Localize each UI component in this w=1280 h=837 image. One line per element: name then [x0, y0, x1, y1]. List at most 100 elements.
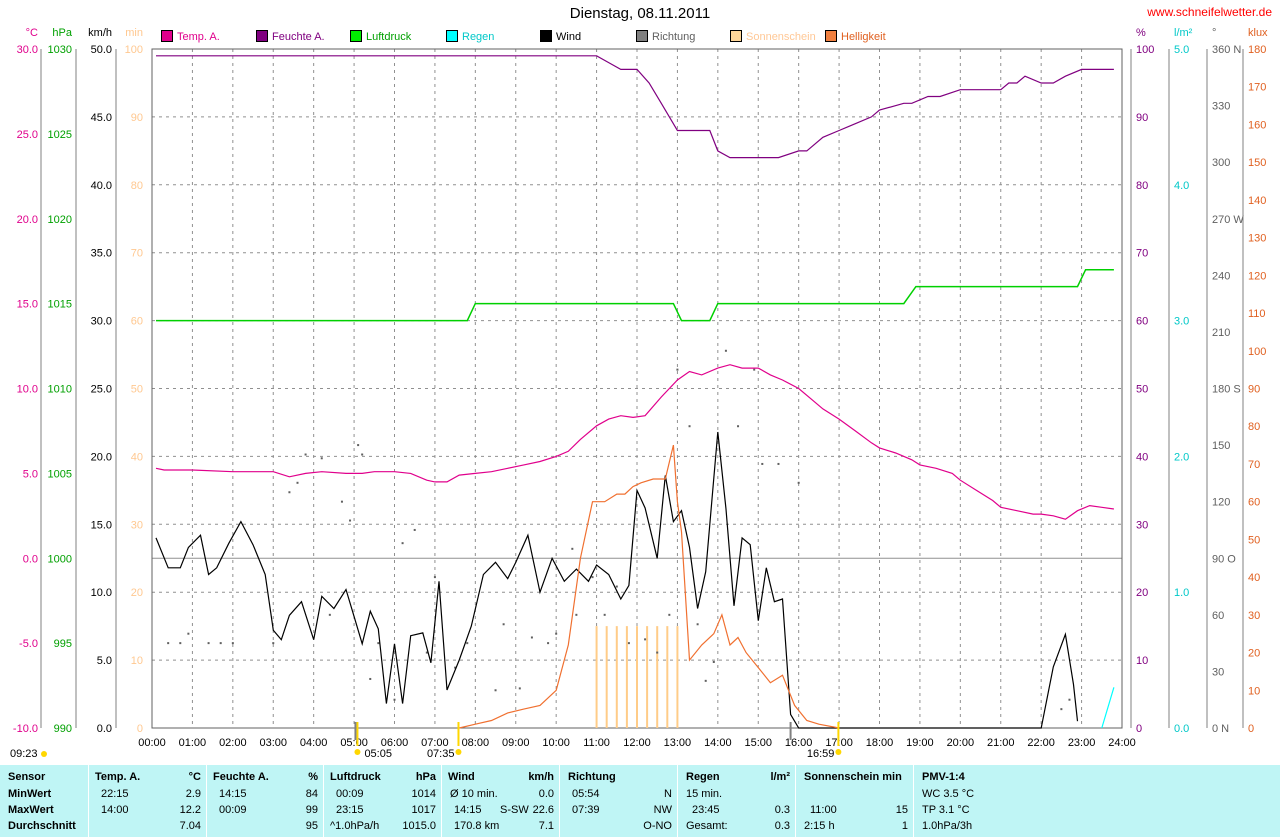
- stats-rain-unit: l/m²: [770, 771, 790, 783]
- direction-point: [571, 547, 574, 550]
- stats-col-sunshine: Sonnenschein min 11:00 15 2:15 h 1: [795, 765, 914, 837]
- stats-pmv-label: PMV-1:4: [922, 771, 965, 783]
- sun-icon: [354, 749, 361, 755]
- y-tick-label: 270 W: [1212, 214, 1244, 226]
- stats-rain-total: 0.3: [774, 820, 790, 832]
- x-tick-label: 09:00: [502, 737, 530, 749]
- stats-temp-max: 12.2: [179, 804, 201, 816]
- stats-wind-max: 22.6: [532, 804, 554, 816]
- y-tick-label: 5.0: [23, 468, 38, 480]
- direction-point: [676, 368, 679, 371]
- x-tick-label: 11:00: [583, 737, 610, 749]
- x-tick-label: 05:00: [340, 737, 368, 749]
- axis-unit-label: km/h: [88, 27, 112, 39]
- y-tick-label: 120: [1212, 497, 1230, 509]
- legend-label: Regen: [462, 31, 495, 43]
- legend-item: Regen: [446, 30, 494, 46]
- y-tick-label: 90: [131, 112, 143, 124]
- y-tick-label: 1020: [48, 214, 72, 226]
- y-tick-label: 1015: [48, 299, 72, 311]
- y-tick-label: 10.0: [17, 384, 38, 396]
- y-tick-label: 25.0: [91, 384, 112, 396]
- y-tick-label: 100: [125, 44, 143, 56]
- y-tick-label: 130: [1248, 233, 1266, 245]
- direction-point: [296, 481, 299, 484]
- stats-hum-avg: 95: [305, 820, 318, 832]
- stats-pmv-wc: WC 3.5 °C: [922, 788, 975, 800]
- stats-press-min-time: 00:09: [336, 788, 364, 800]
- x-tick-label: 08:00: [462, 737, 490, 749]
- sun-marker-label: 05:05: [364, 748, 392, 760]
- weather-chart: -10.0 -5.0 0.0 5.0 10.0 15.0 20.0 25.0 30.0 °C 990…: [10, 27, 1268, 760]
- legend-swatch: [350, 30, 362, 42]
- direction-point: [272, 642, 275, 645]
- y-tick-label: 3.0: [1174, 316, 1189, 328]
- y-tick-label: 20: [1136, 587, 1148, 599]
- direction-point: [696, 623, 699, 626]
- direction-point: [737, 425, 740, 428]
- direction-point: [688, 425, 691, 428]
- y-tick-label: 15.0: [91, 519, 112, 531]
- x-tick-label: 10:00: [542, 737, 570, 749]
- y-tick-label: 1005: [48, 468, 72, 480]
- stats-col-sensor: Sensor MinWert MaxWert Durchschnitt: [0, 765, 88, 837]
- x-tick-label: 02:00: [219, 737, 247, 749]
- y-tick-label: 80: [1136, 180, 1148, 192]
- x-tick-label: 21:00: [987, 737, 1015, 749]
- stats-wind-avg: 7.1: [538, 820, 554, 832]
- stats-wind-label: Wind: [448, 771, 475, 783]
- direction-point: [369, 677, 372, 680]
- y-tick-label: 50.0: [91, 44, 112, 56]
- direction-point: [361, 453, 364, 456]
- stats-press-avg: 1015.0: [402, 820, 436, 832]
- stats-dir-label: Richtung: [568, 771, 616, 783]
- y-tick-label: 0.0: [1174, 723, 1189, 735]
- legend-swatch: [636, 30, 648, 42]
- x-tick-label: 16:00: [785, 737, 813, 749]
- axis-unit-label: min: [125, 27, 143, 39]
- y-tick-label: 50: [1136, 384, 1148, 396]
- stats-dir-avg: O-NO: [643, 820, 672, 832]
- axis-unit-label: l/m²: [1174, 27, 1193, 39]
- direction-point: [187, 632, 190, 635]
- direction-point: [433, 576, 436, 579]
- stats-hum-max-time: 00:09: [219, 804, 247, 816]
- y-tick-label: 60: [1136, 316, 1148, 328]
- y-tick-label: 70: [1248, 459, 1260, 471]
- direction-point: [320, 457, 323, 460]
- stats-dir-max-time: 07:39: [572, 804, 600, 816]
- stats-sun-label: Sonnenschein min: [804, 771, 902, 783]
- sun-icon: [455, 749, 462, 755]
- y-tick-label: 2.0: [1174, 451, 1189, 463]
- direction-point: [328, 613, 331, 616]
- y-tick-label: 25.0: [17, 129, 38, 141]
- site-link[interactable]: www.schneifelwetter.de: [1147, 5, 1272, 19]
- stats-dir-min: N: [664, 788, 672, 800]
- y-tick-label: 35.0: [91, 248, 112, 260]
- y-tick-label: 40: [1136, 451, 1148, 463]
- y-tick-label: 330: [1212, 101, 1230, 113]
- direction-point: [777, 462, 780, 465]
- stats-temp-max-time: 14:00: [101, 804, 129, 816]
- stats-hum-min: 84: [305, 788, 318, 800]
- series-line: [155, 431, 1079, 729]
- y-tick-label: 210: [1212, 327, 1230, 339]
- stats-sun-max: 15: [895, 804, 908, 816]
- direction-point: [413, 528, 416, 531]
- axis-unit-label: hPa: [52, 27, 72, 39]
- direction-point: [627, 642, 630, 645]
- y-tick-label: 40: [131, 451, 143, 463]
- direction-point: [575, 613, 578, 616]
- y-tick-label: 10: [1248, 685, 1260, 697]
- y-tick-label: 0: [1136, 723, 1142, 735]
- stats-col-pressure: Luftdruck hPa 00:09 1014 23:15 1017 ^1.0…: [323, 765, 442, 837]
- y-tick-label: 10.0: [91, 587, 112, 599]
- direction-point: [349, 519, 352, 522]
- stats-wind-min: 0.0: [538, 788, 554, 800]
- direction-point: [656, 651, 659, 654]
- y-tick-label: 50: [1248, 534, 1260, 546]
- left-time-label: 09:23: [10, 748, 38, 760]
- x-tick-label: 12:00: [623, 737, 651, 749]
- x-tick-label: 13:00: [664, 737, 692, 749]
- direction-point: [797, 481, 800, 484]
